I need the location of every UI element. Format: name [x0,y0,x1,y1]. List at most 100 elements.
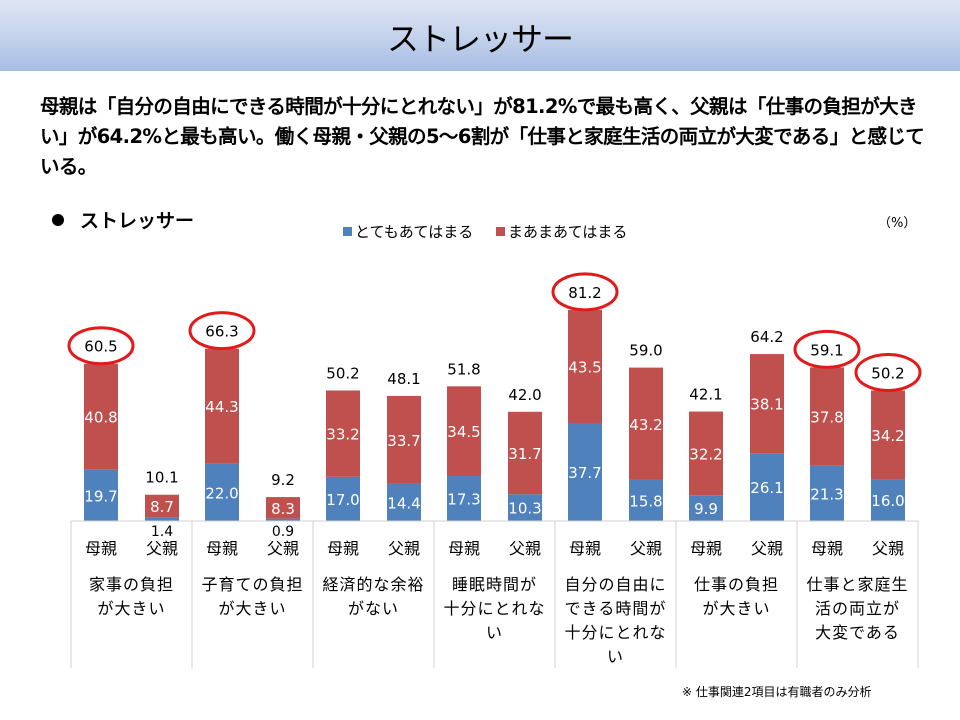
highlight-circle [67,326,135,366]
bullet-icon [52,213,64,226]
group-label: 仕事と家庭生 [806,575,908,594]
group-label: 自分の自由に [564,575,666,594]
legend-label-series1: とてもあてはまる [355,223,474,241]
data-label-series2: 37.8 [810,408,843,426]
group-label: が大きい [97,599,165,618]
data-label-series2: 8.3 [271,500,295,518]
data-label-total: 9.2 [271,471,295,489]
x-tick-label: 母親 [690,539,722,558]
legend-item-series1: とてもあてはまる [343,221,473,242]
section-heading: ストレッサー [52,206,194,233]
bar-segment-series2 [326,390,360,477]
x-tick-label: 母親 [569,539,601,558]
bar-segment-series1 [84,469,118,521]
unit-label: （%） [878,216,917,231]
data-label-total: 48.1 [387,370,420,388]
bar-segment-series2 [447,386,481,477]
group-label: い [607,647,624,666]
legend-item-series2: まあまあてはまる [495,221,628,242]
data-label-series2: 43.5 [568,358,601,376]
bar-segment-series2 [266,497,300,519]
x-tick-label: 母親 [206,539,238,558]
data-label-total: 66.3 [205,323,238,341]
x-tick-label: 父親 [630,539,662,558]
legend-label-series2: まあまあてはまる [507,223,628,241]
data-label-series1: 0.9 [272,524,294,540]
bar-segment-series2 [145,494,179,518]
bar-segment-series2 [871,390,905,480]
data-label-series2: 32.2 [689,445,722,463]
page-title: ストレッサー [386,20,574,58]
data-label-series1: 15.8 [629,492,662,510]
bar-segment-series2 [689,411,723,496]
bar-segment-series1 [871,479,905,521]
chart-legend: とてもあてはまる まあまあてはまる [343,221,645,242]
data-label-series2: 31.7 [508,445,541,463]
x-tick-label: 父親 [751,539,783,558]
bar-segment-series1 [689,495,723,521]
data-label-total: 60.5 [84,338,117,356]
bar-segment-series1 [266,518,300,521]
bar-segment-series1 [508,494,542,521]
x-tick-label: 父親 [267,539,299,558]
bar-segment-series1 [387,483,421,521]
data-label-series1: 9.9 [694,500,718,518]
bar-segment-series1 [205,463,239,521]
data-label-series2: 33.2 [326,426,359,444]
summary-text: 母親は「自分の自由にできる時間が十分にとれない」が81.2%で最も高く、父親は「… [40,95,925,178]
x-tick-label: 母親 [811,539,843,558]
data-label-series2: 8.7 [150,498,174,516]
group-label: 十分にとれな [564,623,666,642]
group-label: 経済的な余裕 [322,575,424,594]
legend-swatch-series1 [343,227,352,236]
bar-segment-series2 [629,367,663,480]
bar-segment-series1 [326,476,360,521]
data-label-series1: 17.3 [447,491,480,509]
bar-segment-series2 [387,395,421,484]
x-tick-label: 父親 [388,539,420,558]
data-label-total: 81.2 [568,284,601,302]
data-label-series2: 33.7 [387,432,420,450]
bar-segment-series1 [810,465,844,521]
data-label-series1: 14.4 [387,494,420,512]
data-label-series1: 26.1 [750,479,783,497]
data-label-series1: 16.0 [871,492,904,510]
data-label-total: 59.1 [810,341,843,359]
x-tick-label: 母親 [85,539,117,558]
data-label-series2: 38.1 [750,396,783,414]
x-tick-label: 母親 [327,539,359,558]
bar-segment-series2 [568,309,602,423]
bar-segment-series2 [84,363,118,470]
bar-segment-series2 [508,411,542,495]
data-label-series2: 34.2 [871,427,904,445]
footnote: ※ 仕事関連2項目は有職者のみ分析 [682,685,872,699]
group-label: 仕事の負担 [694,575,779,594]
bar-segment-series2 [750,354,784,454]
data-label-series1: 10.3 [508,500,541,518]
group-label: 十分にとれな [443,599,545,618]
data-label-total: 51.8 [447,360,480,378]
data-label-total: 50.2 [871,364,904,382]
bar-segment-series1 [629,479,663,521]
group-label: が大きい [218,599,286,618]
group-label: が大きい [702,599,770,618]
bar-segment-series1 [750,453,784,521]
data-label-series1: 19.7 [84,487,117,505]
data-label-series1: 22.0 [205,484,238,502]
data-label-total: 42.0 [508,386,541,404]
data-label-series2: 40.8 [84,409,117,427]
section-title: ストレッサー [80,210,195,232]
group-label: 睡眠時間が [452,575,537,594]
bar-segment-series2 [205,348,239,464]
group-label: 大変である [815,623,900,642]
bar-segment-series1 [568,422,602,521]
bar-segment-series2 [810,367,844,466]
x-tick-label: 父親 [872,539,904,558]
data-label-total: 10.1 [145,469,178,487]
highlight-circle [551,272,619,312]
legend-swatch-series2 [495,227,505,236]
x-tick-label: 父親 [146,539,178,558]
group-label: できる時間が [565,599,667,618]
bar-segment-series1 [145,517,179,521]
